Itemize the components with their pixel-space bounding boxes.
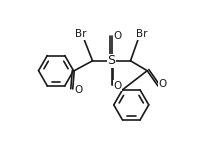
Text: Br: Br — [136, 29, 148, 39]
Text: O: O — [158, 79, 167, 89]
Text: Br: Br — [74, 29, 86, 39]
Text: S: S — [107, 54, 116, 67]
Text: O: O — [113, 31, 121, 41]
Text: O: O — [113, 81, 121, 91]
Text: O: O — [74, 85, 83, 95]
